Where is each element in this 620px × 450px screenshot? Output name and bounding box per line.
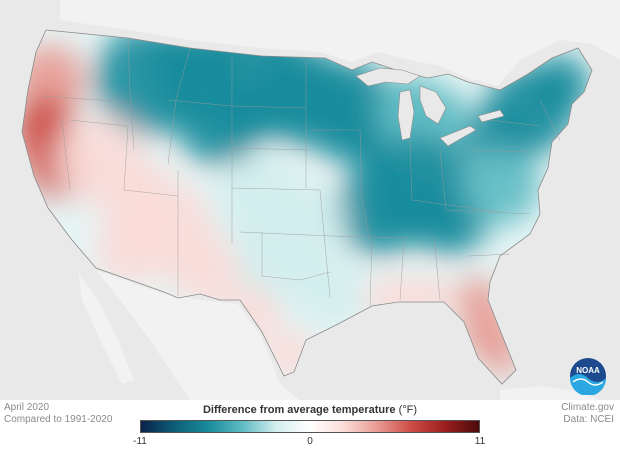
anomaly-region-southwest-1 [170,235,240,305]
great-lakes [355,67,505,147]
lake-ontario [477,109,505,123]
anomaly-region-northeast-1 [530,55,590,115]
legend-tick-mid: 0 [307,436,313,447]
credit-data-source: Data: NCEI [563,414,614,425]
noaa-logo-text: NOAA [576,366,600,375]
noaa-logo-icon: NOAA [570,358,606,395]
anomaly-region-northern-plains-2 [175,75,265,165]
lake-huron [419,85,447,125]
mexico-landmass [96,270,300,400]
legend-tick-max: 11 [474,436,486,447]
legend-color-bar [140,420,480,433]
credit-site: Climate.gov [561,402,614,413]
anomaly-region-southwest-2 [95,215,165,285]
anomaly-region-central-plains-1 [275,185,345,255]
anomaly-region-mid-atlantic-0 [460,145,540,225]
legend-title-text: Difference from average temperature [202,404,396,416]
map-area: NOAA [0,0,620,400]
lake-erie [439,125,477,147]
anomaly-region-ohio-valley-1 [335,165,425,255]
anomaly-region-florida-2 [491,351,519,379]
legend-unit: (°F) [398,404,418,416]
lake-superior [355,67,421,87]
state-borders [41,37,561,307]
legend-title: Difference from average temperature (°F) [140,404,480,416]
anomaly-region-southern-plains-1 [295,255,365,325]
anomaly-region-gulf-coast-1 [405,275,455,325]
caption-month: April 2020 [4,402,50,413]
cuba-island [500,386,600,400]
canada-landmass [60,0,620,86]
lake-michigan [397,89,415,141]
baja-peninsula [78,272,134,384]
anomaly-region-florida-1 [456,278,500,322]
caption-baseline: Compared to 1991-2020 [4,414,113,425]
anomaly-field [22,30,592,384]
anomaly-map [21,0,620,400]
legend-tick-min: -11 [133,436,147,447]
